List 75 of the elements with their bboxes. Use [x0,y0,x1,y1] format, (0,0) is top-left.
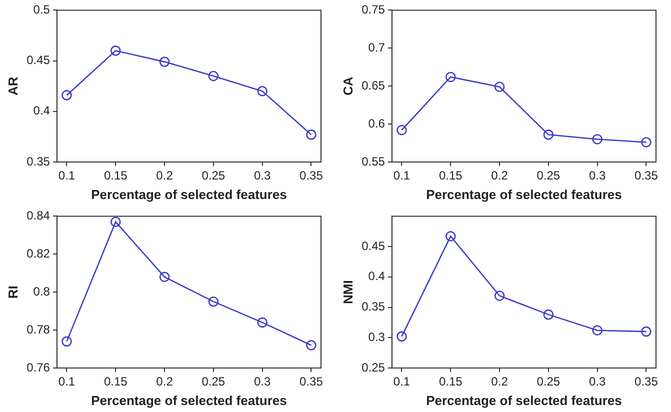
y-tick-label: 0.65 [362,78,386,92]
point [641,137,652,148]
x-tick-label: 0.3 [588,374,606,389]
y-tick-label: 0.45 [362,238,386,253]
x-tick-label: 0.2 [156,374,174,389]
y-tick-label: 0.7 [368,40,386,54]
x-axis-title: Percentage of selected features [91,186,287,202]
x-tick-label: 0.35 [300,374,324,389]
y-tick-label: 0.84 [26,208,50,223]
y-tick-label: 0.8 [33,284,50,298]
point [62,90,72,100]
x-tick-label: 0.15 [438,374,463,389]
point [494,290,505,301]
point [110,216,121,228]
x-axis-title: Percentage of selected features [426,392,622,408]
x-tick-label: 0.1 [58,374,76,389]
point [306,130,316,140]
x-tick-label: 0.15 [438,168,463,183]
x-axis-title: Percentage of selected features [426,186,622,202]
x-tick-label: 0.15 [104,374,128,389]
x-tick-label: 0.2 [491,168,508,183]
x-tick-label: 0.35 [634,374,658,389]
y-tick-label: 0.35 [362,300,386,314]
x-tick-label: 0.1 [393,168,410,183]
point [208,70,219,82]
x-tick-label: 0.25 [536,374,560,389]
point [159,56,170,67]
y-tick-label: 0.75 [362,2,386,17]
x-tick-label: 0.3 [254,168,271,183]
y-tick-label: 0.25 [362,360,386,374]
y-tick-label: 0.55 [362,154,386,168]
y-tick-label: 0.76 [26,360,50,374]
point [159,272,170,282]
point [592,134,602,144]
point [110,46,121,56]
x-tick-label: 0.3 [254,374,271,389]
point [306,340,316,350]
x-tick-label: 0.15 [104,168,128,183]
point [445,231,456,242]
y-axis-title: AR [5,76,20,96]
point [445,72,456,82]
point [396,331,407,342]
point [257,317,268,328]
x-tick-label: 0.1 [393,374,410,389]
x-axis-title: Percentage of selected features [91,392,287,408]
x-tick-label: 0.35 [634,168,658,183]
y-axis-title: RI [5,286,20,299]
point [494,82,505,92]
y-tick-label: 0.4 [33,104,50,118]
y-tick-label: 0.82 [26,246,50,260]
point [592,325,602,336]
y-tick-label: 0.4 [368,269,386,284]
point [396,124,407,136]
y-tick-label: 0.5 [33,2,50,17]
x-tick-label: 0.25 [202,374,226,389]
y-axis-title: CA [340,76,356,96]
x-tick-label: 0.25 [202,168,226,183]
x-tick-label: 0.25 [536,168,560,183]
x-tick-label: 0.2 [156,168,174,183]
point [208,296,219,307]
point [543,130,554,140]
point [62,336,72,347]
x-tick-label: 0.1 [58,168,76,183]
x-tick-label: 0.3 [588,168,606,183]
point [543,309,554,320]
x-tick-label: 0.2 [491,374,508,389]
y-tick-label: 0.35 [26,154,50,168]
x-tick-label: 0.35 [300,168,324,183]
y-tick-label: 0.3 [368,330,386,344]
point [641,326,652,337]
y-tick-label: 0.45 [26,53,50,68]
y-tick-label: 0.6 [368,116,386,130]
y-tick-label: 0.78 [26,322,50,336]
y-axis-title: NMI [340,280,356,304]
point [257,86,268,96]
